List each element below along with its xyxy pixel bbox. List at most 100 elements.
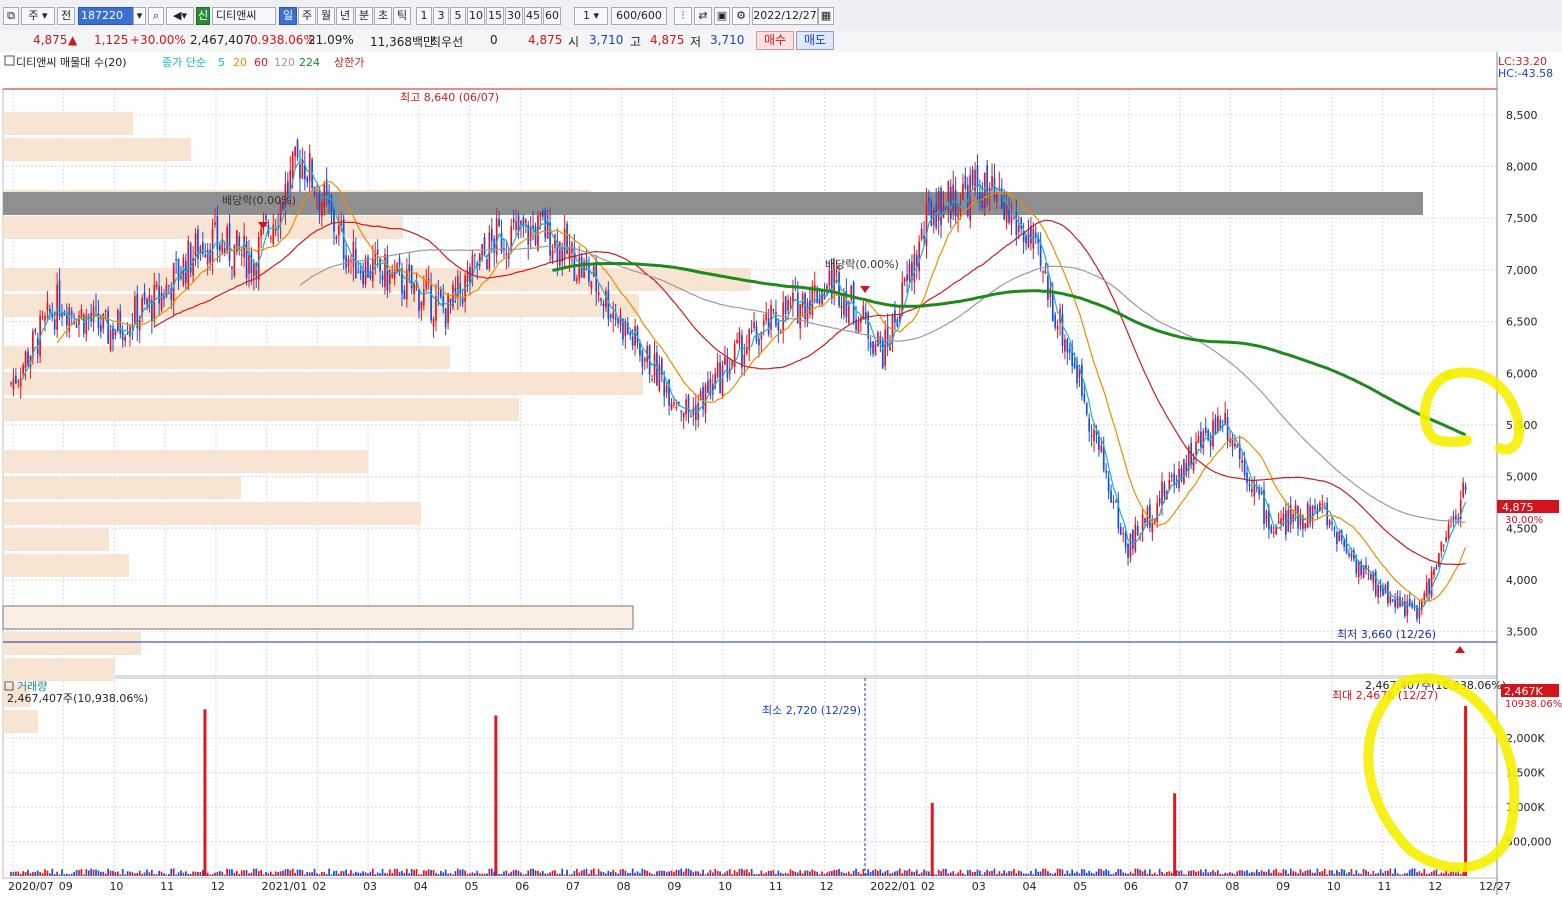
- candle-body: [524, 218, 527, 224]
- volume-bar: [1117, 869, 1120, 876]
- interval-button-5[interactable]: 5: [450, 7, 466, 25]
- interval-button-1[interactable]: 1: [416, 7, 432, 25]
- volume-bar: [1153, 872, 1156, 876]
- interval-button-45[interactable]: 45: [524, 7, 542, 25]
- volume-bar: [558, 873, 561, 876]
- candle-body: [614, 317, 617, 320]
- period-tab-3[interactable]: 년: [336, 7, 354, 25]
- volume-bar: [750, 868, 753, 876]
- volume-bar: [143, 872, 146, 876]
- volume-profile-bar: [3, 528, 109, 551]
- compare-icon[interactable]: ⇄: [694, 7, 712, 25]
- interval-button-3[interactable]: 3: [433, 7, 449, 25]
- volume-bar: [379, 873, 381, 876]
- candle-body: [935, 203, 938, 228]
- candle-body: [150, 300, 153, 321]
- candle-body: [413, 283, 415, 294]
- period-tab-4[interactable]: 분: [355, 7, 373, 25]
- candle-body: [252, 263, 255, 277]
- candle-body: [1270, 526, 1273, 533]
- candle-body: [85, 313, 88, 335]
- volume-bar: [1180, 870, 1183, 876]
- save-icon[interactable]: ▣: [714, 7, 730, 25]
- volume-bar: [459, 869, 462, 876]
- window-icon[interactable]: ⧉: [3, 7, 19, 25]
- volume-bar: [1411, 868, 1413, 876]
- volume-bar: [1134, 868, 1137, 876]
- volume-bar: [983, 872, 986, 876]
- search-icon[interactable]: ⌕: [148, 7, 164, 25]
- calendar-icon[interactable]: ▦: [818, 7, 834, 25]
- volume-bar: [1438, 874, 1440, 876]
- interval-button-30[interactable]: 30: [505, 7, 523, 25]
- period-select[interactable]: 주 ▾: [21, 7, 55, 25]
- period-tab-5[interactable]: 초: [374, 7, 392, 25]
- candle-body: [1350, 553, 1353, 557]
- volume-bar: [36, 870, 39, 876]
- stock-name[interactable]: 디티앤씨: [212, 7, 276, 25]
- volume-bar: [704, 874, 707, 876]
- period-tab-6[interactable]: 틱: [393, 7, 411, 25]
- candle-body: [1372, 571, 1375, 584]
- chevron-down-icon[interactable]: ▾: [133, 7, 146, 25]
- count-display[interactable]: 600/600: [611, 7, 667, 25]
- candle-body: [107, 310, 109, 344]
- candle-body: [357, 271, 360, 273]
- x-tick-label: 10: [1327, 880, 1341, 893]
- candle-body: [286, 181, 289, 194]
- speaker-icon[interactable]: ◀▾: [166, 7, 194, 25]
- interval-button-60[interactable]: 60: [543, 7, 561, 25]
- candle-body: [420, 301, 423, 309]
- candle-body: [743, 354, 746, 365]
- candle-body: [877, 332, 879, 347]
- volume-bar: [1226, 873, 1229, 876]
- interval-select[interactable]: 1 ▾: [574, 7, 608, 25]
- interval-button-15[interactable]: 15: [486, 7, 504, 25]
- volume-bar: [947, 873, 950, 876]
- volume-bar: [32, 872, 34, 876]
- candle-body: [1442, 545, 1445, 547]
- candle-body: [1093, 429, 1095, 442]
- y-tick-label: 4,000: [1506, 574, 1538, 587]
- volume-bar: [1263, 871, 1265, 876]
- candle-body: [707, 380, 709, 393]
- volume-bar: [1202, 872, 1205, 876]
- candle-body: [109, 329, 112, 350]
- sell-button[interactable]: 매도: [796, 31, 834, 50]
- volume-bar: [323, 872, 326, 876]
- volume-bar: [1149, 869, 1151, 876]
- volume-bar: [809, 871, 811, 876]
- candle-body: [928, 197, 930, 203]
- candle-body: [733, 344, 736, 367]
- period-tab-0[interactable]: 일: [279, 7, 297, 25]
- candle-body: [148, 295, 151, 305]
- volume-bar: [952, 871, 955, 876]
- collapse-icon[interactable]: [4, 55, 15, 66]
- volume-bar: [969, 869, 972, 876]
- date-input[interactable]: 2022/12/27: [752, 7, 818, 25]
- volume-bar: [1107, 870, 1110, 876]
- candle-body: [1224, 412, 1227, 425]
- price-chart-svg[interactable]: 2020/07 09 10 11 12 2021/01 02 03 04 05 06 07 08 09 10…: [0, 52, 1562, 895]
- code-input[interactable]: 187220: [78, 7, 136, 25]
- volume-bar: [214, 872, 216, 876]
- volume-bar: [345, 869, 347, 876]
- chart-area[interactable]: 2020/07 09 10 11 12 2021/01 02 03 04 05 06 07 08 09 10…: [0, 52, 1562, 895]
- interval-button-10[interactable]: 10: [467, 7, 485, 25]
- gear-icon[interactable]: ⚙: [732, 7, 750, 25]
- prev-button[interactable]: 전: [57, 7, 75, 25]
- candle-icon[interactable]: ⫶: [674, 7, 692, 25]
- buy-button[interactable]: 매수: [756, 31, 794, 50]
- candle-body: [396, 263, 398, 272]
- volume-bar: [29, 873, 32, 876]
- volume-bar: [102, 871, 105, 876]
- candle-body: [1379, 585, 1382, 591]
- period-tab-1[interactable]: 주: [298, 7, 316, 25]
- period-tab-2[interactable]: 월: [317, 7, 335, 25]
- candle-body: [447, 293, 449, 324]
- candle-body: [1260, 491, 1263, 493]
- candle-body: [194, 233, 197, 256]
- candle-body: [70, 311, 73, 315]
- volume-bar: [794, 871, 797, 876]
- volume-collapse-icon[interactable]: [4, 681, 14, 691]
